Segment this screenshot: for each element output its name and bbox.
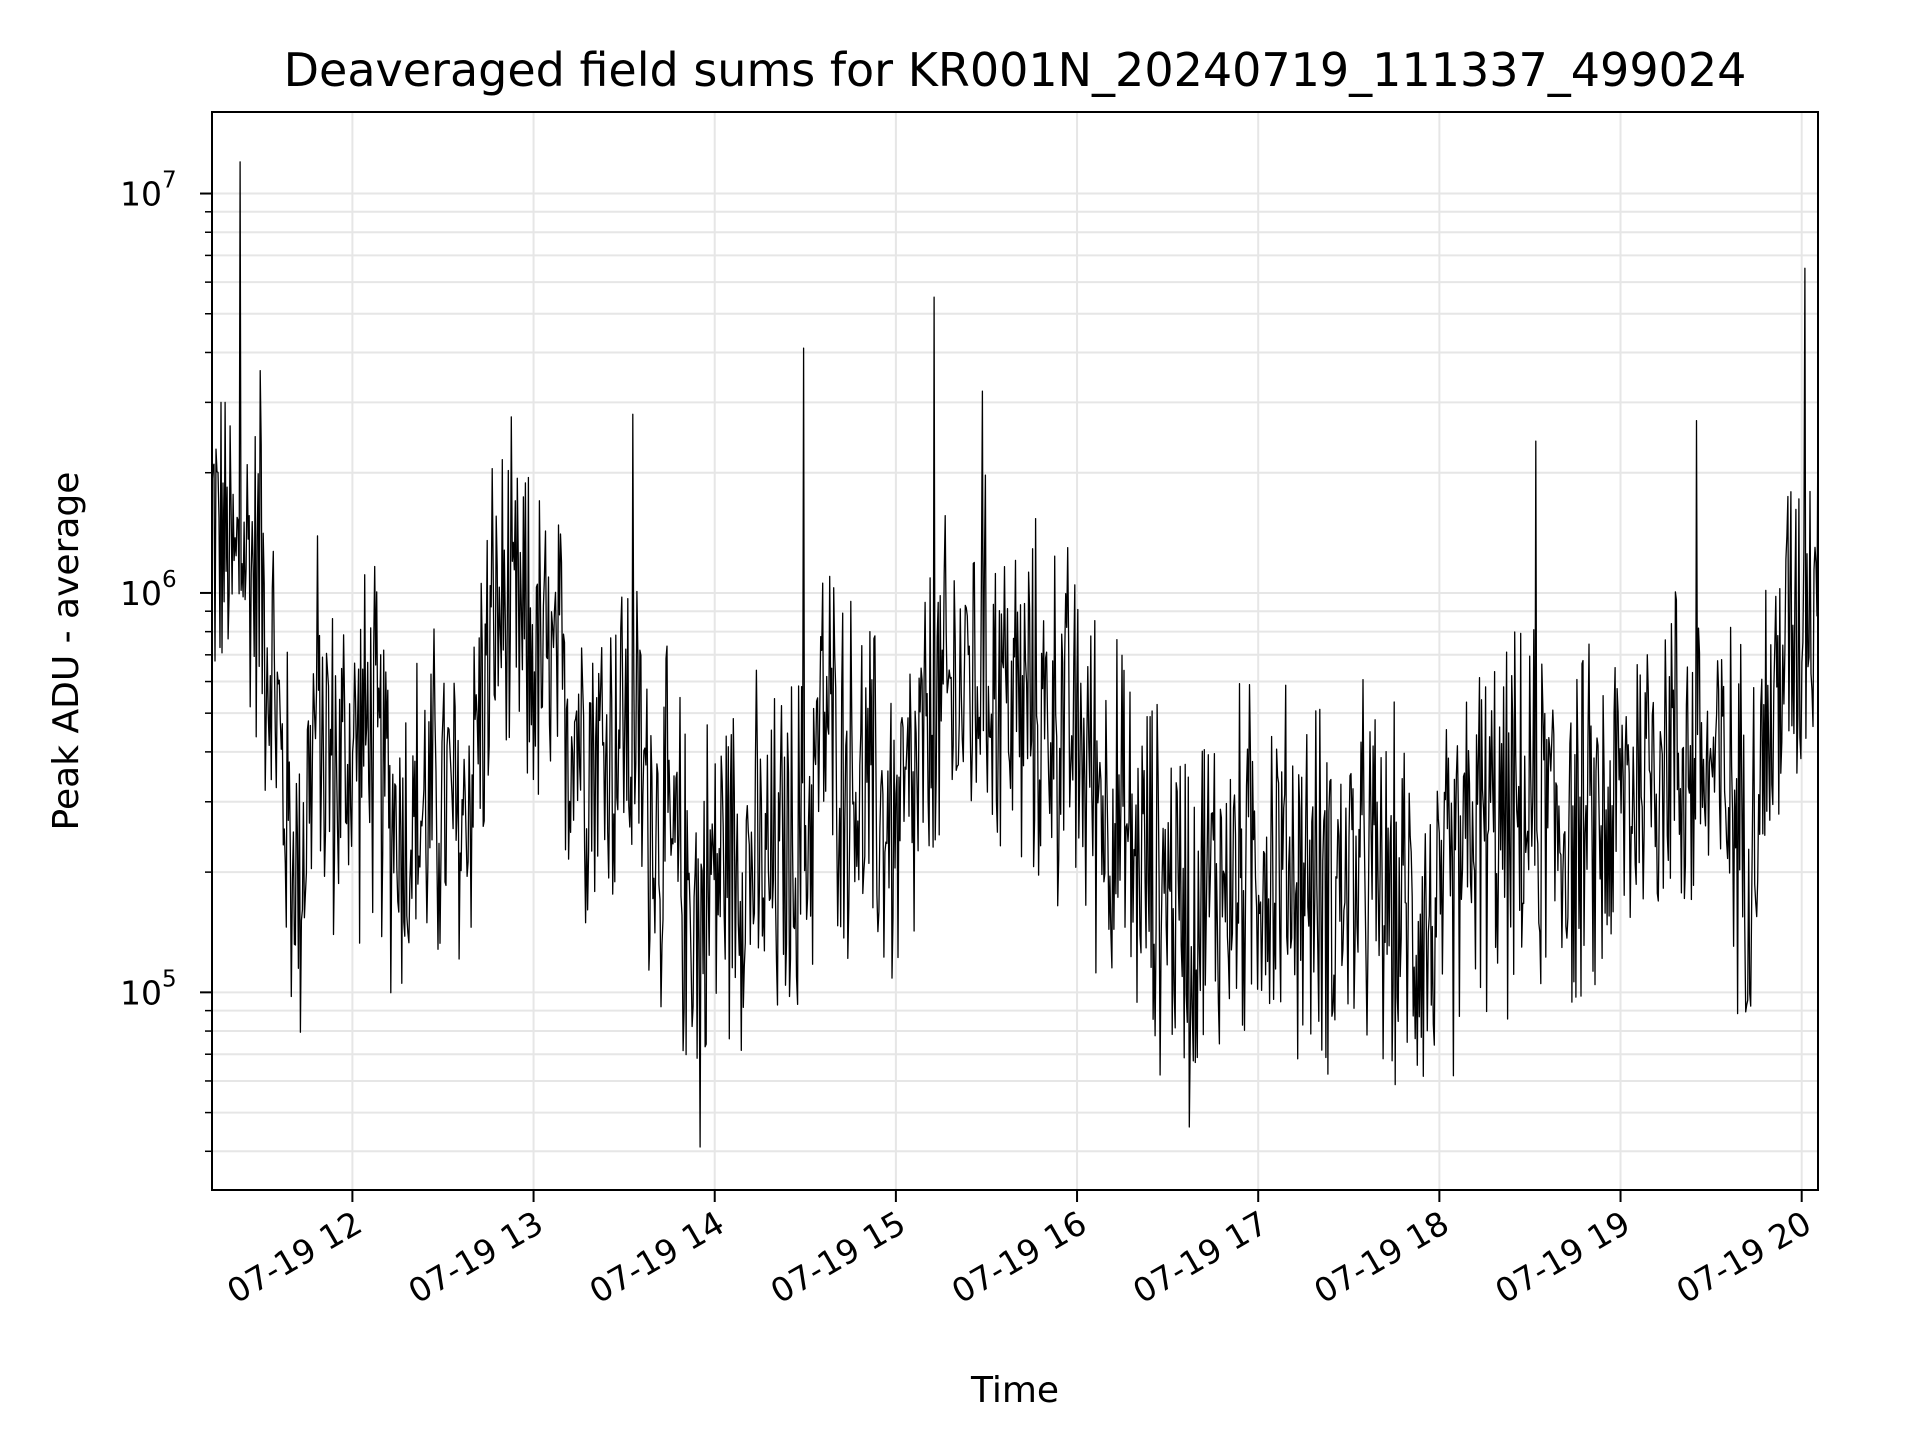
- series-line: [211, 161, 1819, 1148]
- y-axis-label: Peak ADU - average: [46, 472, 87, 831]
- chart-title: Deaveraged field sums for KR001N_2024071…: [284, 43, 1747, 97]
- x-tick-label: 07-19 15: [764, 1203, 912, 1311]
- x-tick-label: 07-19 13: [402, 1203, 550, 1311]
- y-tick-label: 106: [120, 567, 177, 613]
- x-tick-label: 07-19 19: [1489, 1203, 1637, 1311]
- y-tick-label: 105: [120, 966, 177, 1012]
- x-tick-label: 07-19 16: [945, 1203, 1093, 1311]
- x-tick-label: 07-19 12: [220, 1203, 368, 1311]
- series-layer: [211, 161, 1819, 1148]
- x-tick-label: 07-19 18: [1307, 1203, 1455, 1311]
- ticks-layer: 07-19 12 07-19 13 07-19 14 07-19 15 07-19 16…: [120, 168, 1818, 1312]
- y-tick-label: 107: [120, 168, 177, 214]
- x-tick-label: 07-19 17: [1126, 1203, 1274, 1311]
- x-tick-label: 07-19 14: [583, 1203, 731, 1311]
- x-axis-label: Time: [970, 1370, 1059, 1411]
- grid-layer: [212, 112, 1818, 1190]
- plot-frame: [211, 111, 1819, 1191]
- x-tick-label: 07-19 20: [1670, 1203, 1818, 1311]
